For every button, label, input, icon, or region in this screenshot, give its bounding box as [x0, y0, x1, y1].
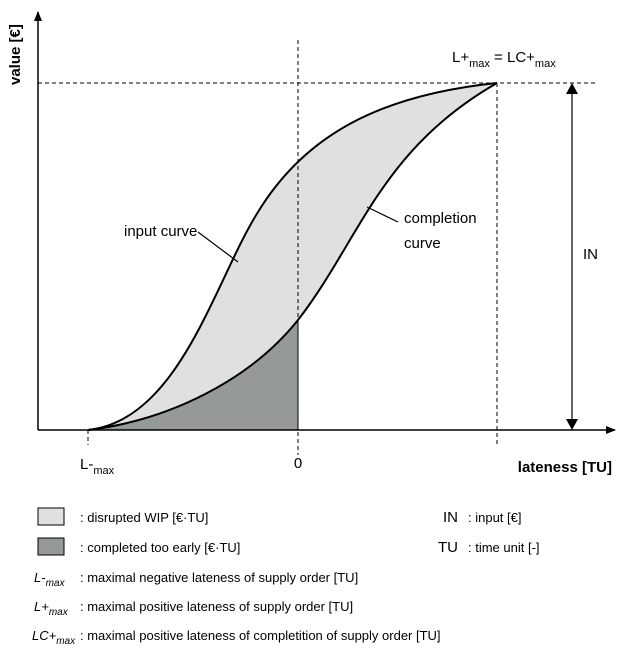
t: max [49, 607, 69, 618]
t: L- [34, 570, 46, 585]
zero-label: 0 [294, 455, 302, 472]
t: LC+ [32, 628, 57, 643]
top-label: L+max = LC+max [452, 49, 556, 70]
t: max [46, 578, 66, 589]
def-text: : maximal positive lateness of supply or… [80, 599, 353, 614]
completion-label: completion [404, 210, 477, 227]
def-term: LC+max [32, 628, 76, 647]
def-term: L-max [34, 570, 65, 589]
y-axis-label: value [€] [7, 24, 24, 85]
legend-text: : input [€] [468, 510, 521, 525]
t: L+ [34, 599, 49, 614]
def-text: : maximal negative lateness of supply or… [80, 570, 358, 585]
t: max [535, 58, 556, 70]
t: = LC+ [490, 49, 535, 66]
in-label: IN [583, 246, 598, 263]
t: L- [80, 456, 93, 473]
t: max [469, 58, 490, 70]
def-text: : maximal positive lateness of completit… [80, 628, 441, 643]
def-term: L+max [34, 599, 69, 618]
legend-text: : disrupted WIP [€·TU] [80, 510, 208, 525]
t: max [93, 465, 114, 477]
early-area [88, 320, 298, 430]
input-curve-label: input curve [124, 223, 197, 240]
legend-swatch-dark [37, 537, 65, 556]
input-leader [197, 231, 239, 263]
t: max [56, 636, 76, 647]
lmin-label: L-max [80, 456, 115, 477]
completion-leader [366, 206, 399, 223]
legend-abbr: IN [443, 509, 458, 526]
disrupted-wip-area [88, 83, 497, 430]
legend-text: : completed too early [€·TU] [80, 540, 240, 555]
legend-swatch-light [37, 507, 65, 526]
x-axis-label: lateness [TU] [518, 459, 612, 476]
t: L+ [452, 49, 469, 66]
legend-text: : time unit [-] [468, 540, 540, 555]
completion-curve [87, 82, 498, 431]
legend-abbr: TU [438, 539, 458, 556]
input-curve [87, 82, 498, 431]
completion-label: curve [404, 235, 441, 252]
